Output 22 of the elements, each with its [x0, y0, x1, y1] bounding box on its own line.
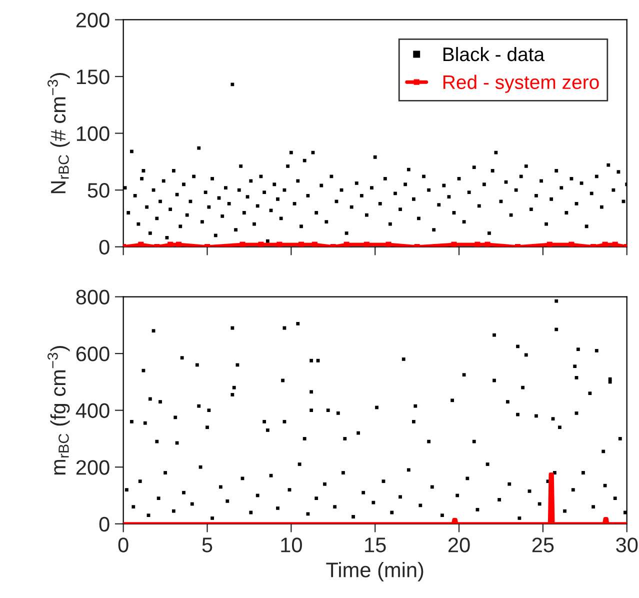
legend-label: Red - system zero	[443, 74, 599, 93]
x-tick-label: 15	[365, 538, 386, 552]
legend-label: Black - data	[443, 46, 545, 62]
x-tick-label: 25	[532, 538, 554, 552]
y-tick-label: 200	[76, 12, 110, 28]
y-tick-label: 0	[99, 240, 110, 255]
x-tick-label: 10	[281, 538, 302, 552]
y-axis-title: N$_{rBC}$ (# cm$^{−3}$)	[48, 73, 70, 194]
x-axis-title: Time (min)	[326, 562, 424, 582]
x-tick-label: 5	[202, 538, 212, 552]
y-tick-label: 200	[76, 460, 110, 475]
y-axis-title: m$_{rBC}$ (fg cm$^{−3}$)	[48, 346, 70, 475]
x-tick-label: 30	[616, 538, 638, 552]
y-tick-label: 0	[99, 516, 110, 532]
y-tick-label: 100	[76, 126, 110, 142]
y-tick-label: 800	[76, 290, 110, 305]
x-tick-label: 0	[118, 538, 128, 552]
y-tick-label: 50	[88, 183, 110, 198]
y-tick-label: 150	[76, 70, 110, 84]
y-tick-label: 600	[76, 346, 110, 362]
y-tick-label: 400	[76, 403, 110, 418]
x-tick-label: 20	[448, 538, 470, 552]
